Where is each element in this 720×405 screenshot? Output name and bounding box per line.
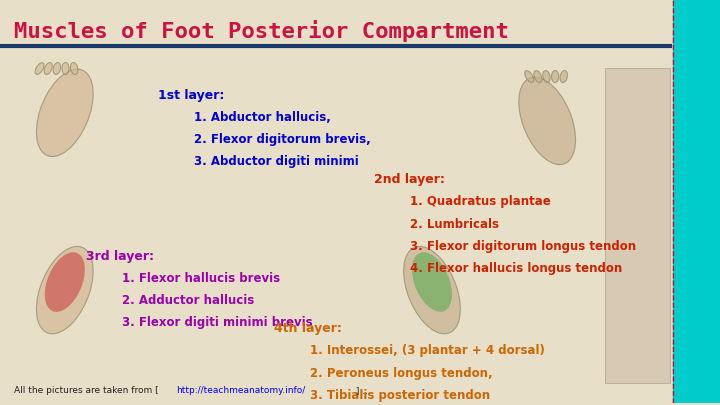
Text: http://teachmeanatomy.info/: http://teachmeanatomy.info/ bbox=[176, 386, 306, 395]
Text: 2nd layer:: 2nd layer: bbox=[374, 173, 445, 186]
Text: 1. Interossei, (3 plantar + 4 dorsal): 1. Interossei, (3 plantar + 4 dorsal) bbox=[310, 345, 544, 358]
Ellipse shape bbox=[552, 70, 559, 83]
Text: 1. Quadratus plantae: 1. Quadratus plantae bbox=[410, 196, 551, 209]
Ellipse shape bbox=[37, 246, 93, 334]
Text: 4th layer:: 4th layer: bbox=[274, 322, 341, 335]
Text: 1st layer:: 1st layer: bbox=[158, 89, 225, 102]
Ellipse shape bbox=[71, 62, 78, 75]
Ellipse shape bbox=[412, 252, 452, 312]
Ellipse shape bbox=[35, 63, 44, 75]
Text: 2. Peroneus longus tendon,: 2. Peroneus longus tendon, bbox=[310, 367, 492, 379]
Ellipse shape bbox=[543, 70, 550, 83]
Text: All the pictures are taken from [: All the pictures are taken from [ bbox=[14, 386, 162, 395]
Bar bbox=[673, 0, 720, 403]
Text: 4. Flexor hallucis longus tendon: 4. Flexor hallucis longus tendon bbox=[410, 262, 623, 275]
Text: 3. Flexor digitorum longus tendon: 3. Flexor digitorum longus tendon bbox=[410, 240, 636, 253]
Ellipse shape bbox=[525, 71, 534, 82]
Text: 3rd layer:: 3rd layer: bbox=[86, 250, 154, 263]
Ellipse shape bbox=[519, 77, 575, 164]
Text: 1. Flexor hallucis brevis: 1. Flexor hallucis brevis bbox=[122, 272, 281, 285]
Text: 3. Flexor digiti minimi brevis: 3. Flexor digiti minimi brevis bbox=[122, 316, 313, 329]
Ellipse shape bbox=[560, 70, 567, 83]
Bar bbox=[605, 68, 670, 383]
Ellipse shape bbox=[45, 252, 85, 312]
Text: 3. Abductor digiti minimi: 3. Abductor digiti minimi bbox=[194, 155, 359, 168]
Text: 2. Adductor hallucis: 2. Adductor hallucis bbox=[122, 294, 255, 307]
Text: ] ..: ] .. bbox=[353, 386, 368, 395]
Text: 2. Lumbricals: 2. Lumbricals bbox=[410, 217, 500, 230]
Text: 1. Abductor hallucis,: 1. Abductor hallucis, bbox=[194, 111, 331, 124]
Ellipse shape bbox=[37, 69, 93, 156]
Text: 2. Flexor digitorum brevis,: 2. Flexor digitorum brevis, bbox=[194, 133, 371, 146]
Ellipse shape bbox=[404, 246, 460, 334]
Ellipse shape bbox=[44, 62, 53, 75]
Text: Muscles of Foot Posterior Compartment: Muscles of Foot Posterior Compartment bbox=[14, 20, 509, 42]
Text: 3. Tibialis posterior tendon: 3. Tibialis posterior tendon bbox=[310, 389, 490, 402]
Ellipse shape bbox=[534, 70, 542, 83]
Ellipse shape bbox=[62, 62, 69, 75]
Ellipse shape bbox=[53, 62, 60, 75]
